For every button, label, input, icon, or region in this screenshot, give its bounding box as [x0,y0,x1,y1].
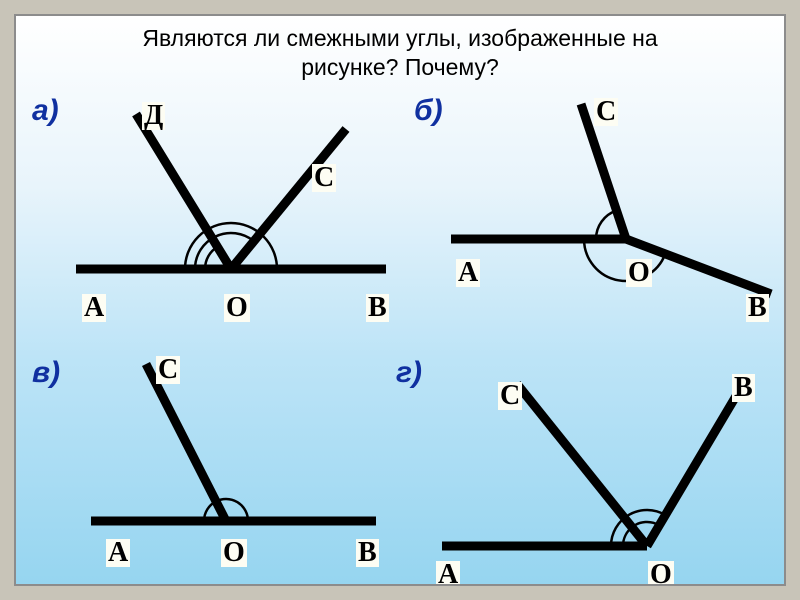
ray-D [136,114,231,269]
ray-B [647,386,742,546]
point-label-С: С [156,356,180,384]
point-label-А: А [456,259,480,287]
point-label-С: С [312,164,336,192]
point-label-С: С [498,382,522,410]
point-label-В: В [366,294,389,322]
ray-C [146,364,226,521]
ray-C [231,129,346,269]
diagram-a [56,94,406,304]
point-label-О: О [626,259,652,287]
ray-C [517,384,647,546]
point-label-А: А [436,561,460,586]
title-line-1: Являются ли смежными углы, изображенные … [142,25,657,51]
title-line-2: рисунке? Почему? [301,54,499,80]
question-title: Являются ли смежными углы, изображенные … [16,24,784,82]
point-label-А: А [82,294,106,322]
point-label-О: О [648,561,674,586]
point-label-В: В [356,539,379,567]
panel-label-a: а) [32,94,59,128]
point-label-Д: Д [142,102,165,130]
point-label-О: О [224,294,250,322]
diagram-v [56,346,406,556]
point-label-С: С [594,98,618,126]
panel-label-g: г) [396,356,422,390]
point-label-В: В [746,294,769,322]
point-label-О: О [221,539,247,567]
point-label-А: А [106,539,130,567]
point-label-В: В [732,374,755,402]
diagram-frame: Являются ли смежными углы, изображенные … [14,14,786,586]
